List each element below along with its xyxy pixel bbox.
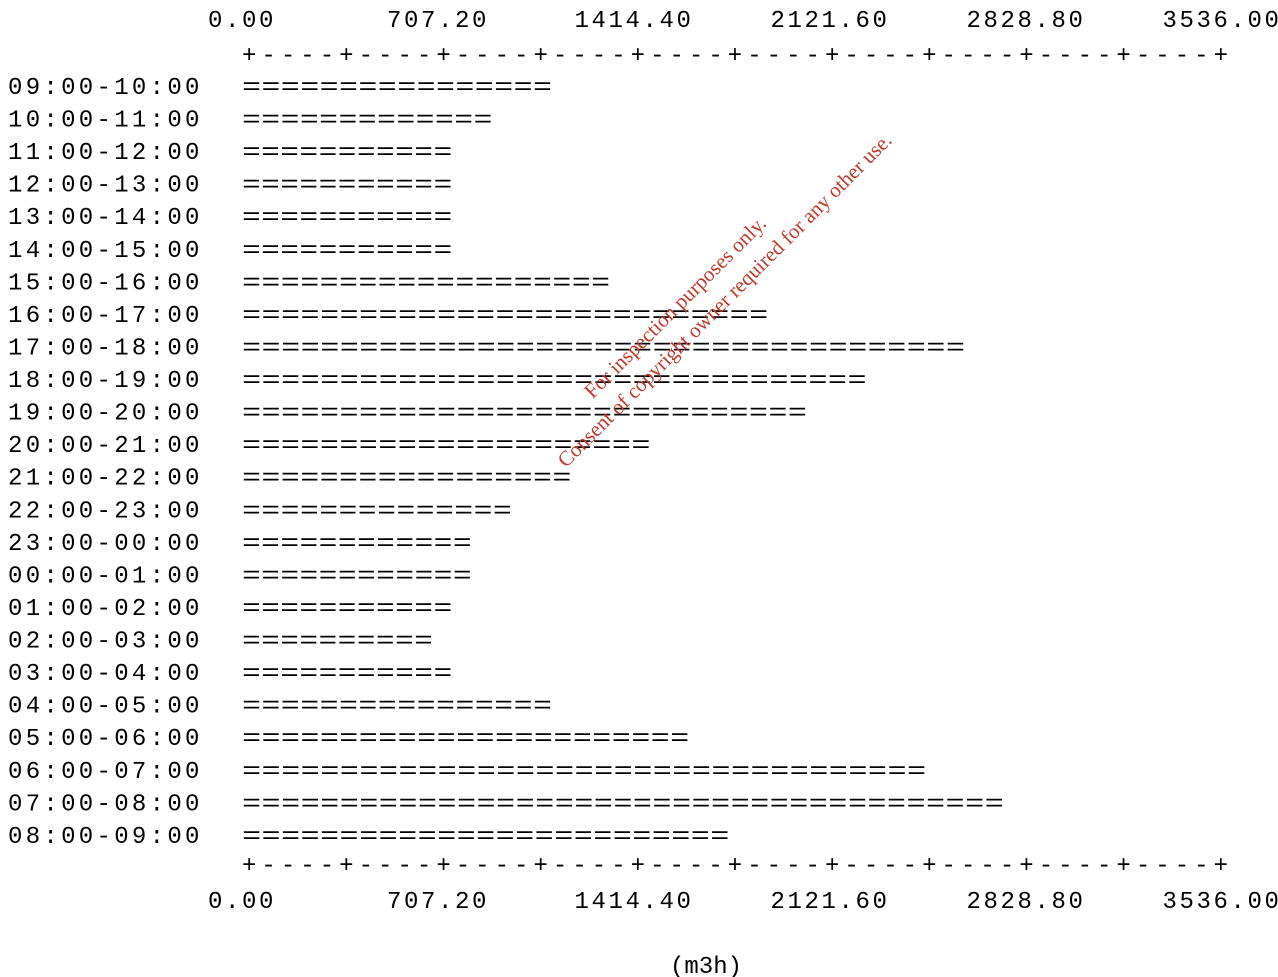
bar-rows: 09:00-10:00 ================ 10:00-11:00 ==… [8, 75, 1004, 851]
category-label: 16:00-17:00 [8, 303, 203, 330]
bar: =========== [242, 205, 453, 232]
bar: ============== [242, 498, 512, 525]
tick-label: 1414.40 [574, 8, 693, 35]
bar: =========== [242, 173, 453, 200]
bar: ================= [242, 466, 572, 493]
bar: =========== [242, 596, 453, 623]
category-label: 11:00-12:00 [8, 140, 203, 167]
bottom-axis-line: +----+----+----+----+----+----+----+----… [242, 853, 1228, 880]
bar: ============= [242, 108, 493, 135]
tick-label: 0.00 [208, 8, 276, 35]
category-label: 08:00-09:00 [8, 824, 203, 851]
category-label: 17:00-18:00 [8, 336, 203, 363]
tick-label: 3536.00 [1162, 889, 1278, 916]
bar: =================================== [242, 759, 927, 786]
category-label: 22:00-23:00 [8, 498, 203, 525]
top-tick-labels: 0.00 707.20 1414.40 2121.60 2828.80 3536.00 [208, 8, 1278, 35]
tick-label: 2828.80 [966, 889, 1085, 916]
category-label: 10:00-11:00 [8, 108, 203, 135]
category-label: 21:00-22:00 [8, 466, 203, 493]
bar: ============ [242, 563, 472, 590]
category-label: 23:00-00:00 [8, 531, 203, 558]
category-label: 00:00-01:00 [8, 563, 203, 590]
category-label: 19:00-20:00 [8, 401, 203, 428]
category-label: 01:00-02:00 [8, 596, 203, 623]
category-label: 18:00-19:00 [8, 368, 203, 395]
tick-label: 707.20 [387, 8, 489, 35]
bar: ================ [242, 75, 552, 102]
category-label: 05:00-06:00 [8, 726, 203, 753]
category-label: 12:00-13:00 [8, 173, 203, 200]
bar: ======================================= [242, 791, 1004, 818]
bar: ======================= [242, 726, 690, 753]
bar: =========== [242, 238, 453, 265]
bar: ================================ [242, 368, 867, 395]
category-label: 07:00-08:00 [8, 791, 203, 818]
category-label: 04:00-05:00 [8, 694, 203, 721]
bar: ===================== [242, 433, 651, 460]
bar: =================== [242, 270, 611, 297]
bottom-tick-labels: 0.00 707.20 1414.40 2121.60 2828.80 3536.00 [208, 889, 1278, 916]
top-axis-line: +----+----+----+----+----+----+----+----… [242, 43, 1228, 70]
bar: ===================================== [242, 336, 965, 363]
category-label: 20:00-21:00 [8, 433, 203, 460]
tick-label: 1414.40 [574, 889, 693, 916]
bar: ========== [242, 629, 433, 656]
category-label: 06:00-07:00 [8, 759, 203, 786]
bar: =========== [242, 661, 453, 688]
category-label: 03:00-04:00 [8, 661, 203, 688]
category-label: 14:00-15:00 [8, 238, 203, 265]
bar: ============ [242, 531, 472, 558]
category-label: 09:00-10:00 [8, 75, 203, 102]
bar: ============================= [242, 401, 807, 428]
unit-label: (m3h) [670, 954, 742, 977]
category-label: 02:00-03:00 [8, 629, 203, 656]
tick-label: 2121.60 [770, 889, 889, 916]
bar: ================ [242, 694, 552, 721]
bar: ========================= [242, 824, 730, 851]
category-label: 13:00-14:00 [8, 205, 203, 232]
tick-label: 0.00 [208, 889, 276, 916]
bar: =========== [242, 140, 453, 167]
tick-label: 3536.00 [1162, 8, 1278, 35]
tick-label: 707.20 [387, 889, 489, 916]
bar: =========================== [242, 303, 769, 330]
tick-label: 2121.60 [770, 8, 889, 35]
category-label: 15:00-16:00 [8, 270, 203, 297]
tick-label: 2828.80 [966, 8, 1085, 35]
